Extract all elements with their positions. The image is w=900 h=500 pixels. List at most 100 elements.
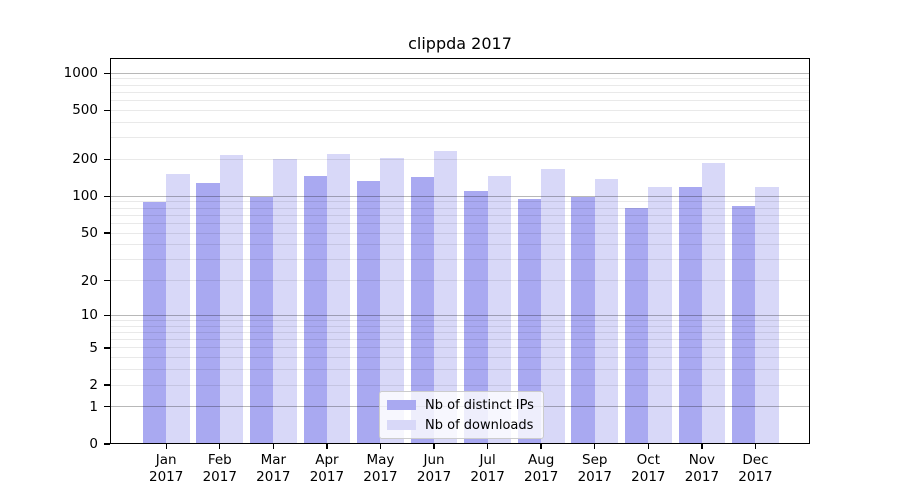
x-tick-label-dec: Dec 2017 <box>715 452 795 486</box>
x-tick-year: 2017 <box>416 469 452 485</box>
bar-downloads-sep <box>594 178 619 444</box>
bar-downloads-dec <box>755 187 779 444</box>
bar-ips-dec <box>732 205 756 444</box>
bar-downloads-jun <box>434 151 458 444</box>
x-tick <box>219 444 221 449</box>
x-tick <box>594 444 596 449</box>
y-tick-label: 200 <box>72 151 98 168</box>
x-tick-year: 2017 <box>470 469 505 485</box>
bar-ips-jan <box>142 201 167 444</box>
x-tick <box>486 444 489 449</box>
x-tick-label-jan: Jan 2017 <box>126 452 206 486</box>
x-tick-label-jun: Jun 2017 <box>394 452 474 486</box>
minor-gridline <box>111 109 809 111</box>
y-tick <box>104 314 110 316</box>
bar-downloads-mar <box>273 159 297 444</box>
x-tick-month: May <box>366 452 395 468</box>
chart-title: clippda 2017 <box>408 34 512 53</box>
minor-gridline <box>111 244 809 246</box>
x-tick <box>165 444 167 449</box>
x-tick-label-apr: Apr 2017 <box>287 452 367 486</box>
minor-gridline <box>111 214 809 216</box>
y-tick-label: 20 <box>80 272 98 289</box>
y-tick <box>104 279 110 282</box>
x-tick <box>326 444 328 449</box>
y-tick <box>104 195 110 198</box>
legend: Nb of distinct IPs Nb of downloads <box>379 391 544 439</box>
x-tick-month: Sep <box>582 452 608 468</box>
major-gridline <box>111 314 809 316</box>
minor-gridline <box>111 369 809 371</box>
x-tick-month: Oct <box>636 452 660 468</box>
minor-gridline <box>111 357 809 359</box>
x-tick-label-mar: Mar 2017 <box>233 452 313 486</box>
y-tick <box>104 72 110 74</box>
y-tick-label: 5 <box>89 339 98 356</box>
x-tick-month: Nov <box>688 452 716 468</box>
x-tick-month: Aug <box>528 452 555 468</box>
minor-gridline <box>111 78 809 80</box>
x-tick-year: 2017 <box>363 469 398 485</box>
bar-ips-nov <box>678 187 702 444</box>
x-tick <box>701 444 703 449</box>
legend-item: Nb of distinct IPs <box>387 397 534 413</box>
minor-gridline <box>111 331 809 333</box>
y-tick <box>104 232 110 234</box>
legend-swatch <box>387 400 416 410</box>
bar-downloads-nov <box>701 162 726 444</box>
x-tick-year: 2017 <box>577 469 612 485</box>
bar-ips-sep <box>571 197 595 444</box>
x-tick-year: 2017 <box>256 469 291 485</box>
x-tick-label-oct: Oct 2017 <box>608 452 688 486</box>
minor-gridline <box>111 91 809 93</box>
minor-gridline <box>111 137 809 139</box>
x-tick-label-jul: Jul 2017 <box>448 452 528 486</box>
minor-gridline <box>111 339 809 341</box>
minor-gridline <box>111 222 809 224</box>
bar-downloads-jul <box>487 175 511 444</box>
bar-downloads-may <box>380 158 404 444</box>
x-tick-year: 2017 <box>684 469 720 485</box>
y-tick-label: 1000 <box>63 65 98 82</box>
bar-downloads-apr <box>326 154 351 444</box>
x-tick <box>540 444 542 449</box>
x-tick-label-nov: Nov 2017 <box>662 452 742 486</box>
x-tick-year: 2017 <box>631 469 666 485</box>
minor-gridline <box>111 319 809 321</box>
x-tick-year: 2017 <box>149 469 184 485</box>
y-tick <box>104 443 110 445</box>
x-tick-year: 2017 <box>309 469 345 485</box>
bar-ips-may <box>357 181 381 444</box>
x-tick-label-aug: Aug 2017 <box>501 452 581 486</box>
y-tick-label: 2 <box>89 377 98 394</box>
minor-gridline <box>111 259 809 261</box>
bar-ips-mar <box>249 196 274 444</box>
bar-ips-oct <box>624 208 649 444</box>
bar-downloads-feb <box>219 155 244 444</box>
y-tick-label: 50 <box>80 225 98 241</box>
x-tick-month: Mar <box>260 452 287 468</box>
x-tick-month: Feb <box>207 452 232 468</box>
x-tick <box>647 444 650 449</box>
minor-gridline <box>111 280 809 282</box>
y-tick-label: 0 <box>89 436 98 452</box>
x-tick <box>379 444 382 449</box>
minor-gridline <box>111 201 809 203</box>
bar-ips-jul <box>464 190 488 444</box>
bar-downloads-aug <box>541 169 565 444</box>
legend-label: Nb of downloads <box>425 417 534 433</box>
y-tick <box>104 347 110 349</box>
minor-gridline <box>111 232 809 234</box>
legend-item: Nb of downloads <box>387 417 534 433</box>
minor-gridline <box>111 347 809 349</box>
y-tick-label: 10 <box>80 307 98 324</box>
y-tick-label: 500 <box>72 102 98 119</box>
major-gridline <box>111 195 809 197</box>
minor-gridline <box>111 158 809 160</box>
x-tick-year: 2017 <box>524 469 559 485</box>
x-tick-year: 2017 <box>202 469 237 485</box>
minor-gridline <box>111 325 809 327</box>
minor-gridline <box>111 84 809 86</box>
y-tick <box>104 109 110 112</box>
